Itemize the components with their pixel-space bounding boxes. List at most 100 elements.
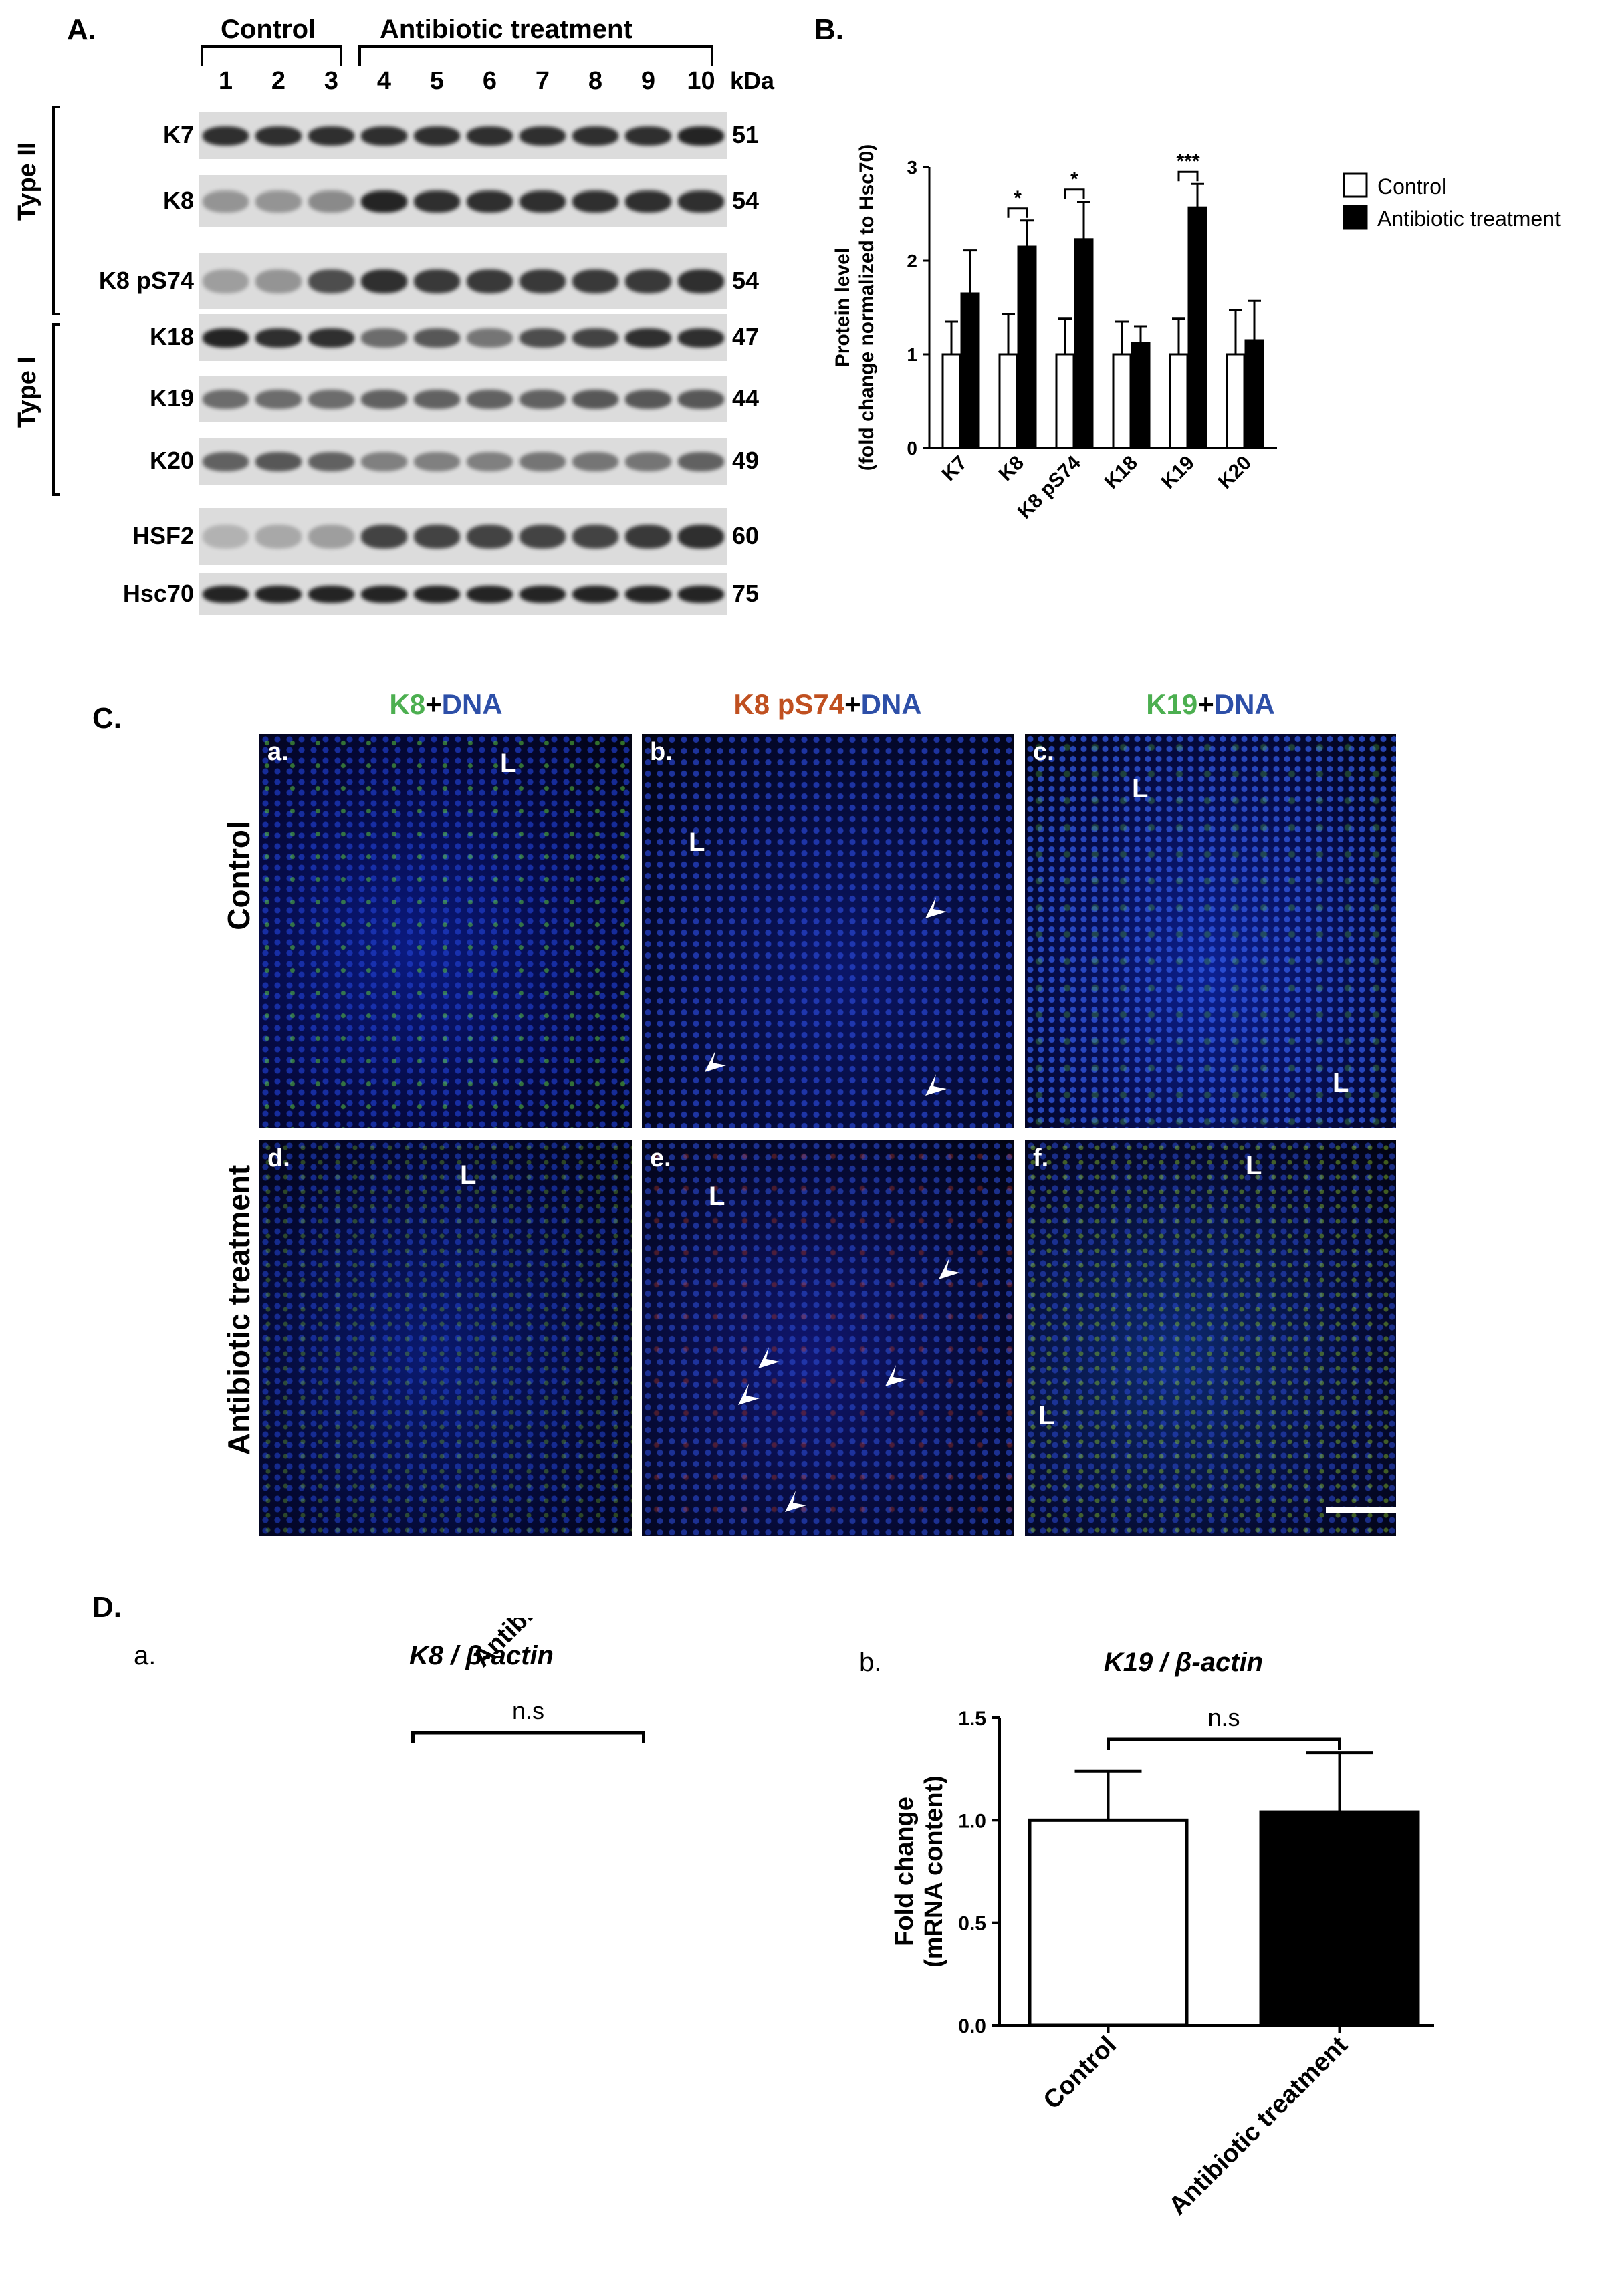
control-bracket — [201, 45, 342, 66]
lumen-label: L — [1246, 1151, 1262, 1180]
blot-band — [255, 269, 302, 293]
bar — [1259, 1810, 1420, 2027]
column-title-marker: K8 pS74 — [733, 688, 845, 720]
blot-band — [255, 525, 302, 549]
micrograph-letter: f. — [1033, 1144, 1049, 1172]
lane-number: 3 — [324, 67, 339, 95]
arrowhead-shape — [925, 1074, 947, 1096]
blot-band — [202, 452, 249, 471]
blot-lane — [569, 314, 622, 361]
blot-lane — [516, 508, 569, 565]
chart-title: K8 / β-actin — [409, 1641, 554, 1670]
micrograph: c. L L — [1025, 734, 1396, 1128]
scale-bar — [1326, 1507, 1396, 1513]
blot-row-kda: 51 — [732, 121, 760, 148]
blot-lane — [358, 112, 411, 159]
blot-lane — [463, 314, 516, 361]
type-brackets — [52, 106, 60, 496]
blot-band — [519, 126, 566, 146]
group-brackets — [201, 45, 713, 66]
legend-label: Antibiotic treatment — [1377, 207, 1561, 231]
blot-lane — [305, 376, 358, 422]
blot-row-label: K7 — [162, 121, 194, 148]
y-axis-title: Fold change — [891, 1797, 919, 1946]
x-tick-label: K8 pS74 — [1014, 451, 1085, 523]
arrowhead-shape — [925, 897, 947, 918]
type-i-label: Type I — [13, 356, 41, 428]
blot-band — [519, 525, 566, 549]
blot-band — [677, 126, 725, 146]
micrograph: a. L — [259, 734, 632, 1128]
blot-band — [519, 586, 566, 603]
arrowhead-icon — [925, 897, 947, 918]
blot-lane — [411, 112, 463, 159]
lane-number: 5 — [429, 67, 445, 95]
y-tick-label: 2 — [907, 251, 917, 271]
blot-lane — [569, 112, 622, 159]
arrowhead-shape — [758, 1347, 780, 1368]
blot-lane — [252, 314, 305, 361]
blot-band — [202, 126, 249, 146]
arrowhead-shape — [939, 1258, 960, 1279]
bar — [1028, 1818, 1189, 2027]
blot-band — [624, 126, 672, 146]
blot-band — [202, 190, 249, 213]
blot-lane — [463, 438, 516, 485]
blot-lane — [305, 438, 358, 485]
type-ii-label: Type II — [13, 142, 41, 221]
significance-mark: * — [1014, 187, 1022, 209]
blot-row-kda: 75 — [732, 580, 760, 607]
blot-lane — [411, 573, 463, 615]
blot-band — [677, 328, 725, 348]
y-tick-label: 3 — [907, 157, 917, 178]
blot-lane — [463, 253, 516, 309]
column-title-dna: DNA — [441, 688, 503, 720]
blot-lane — [569, 438, 622, 485]
legend-label: Control — [1377, 174, 1446, 199]
y-axis-title: (fold change normalized to Hsc70) — [856, 144, 878, 471]
blot-lane — [411, 438, 463, 485]
blot-lane — [358, 508, 411, 565]
blot-lane — [675, 508, 727, 565]
bar — [941, 353, 961, 449]
blot-band — [413, 269, 461, 293]
title-gene: K19 — [1104, 1648, 1153, 1677]
blot-band — [624, 269, 672, 293]
panel-c-label: C. — [92, 702, 122, 735]
blot-band — [677, 390, 725, 409]
kda-header: kDa — [730, 67, 775, 94]
blot-lane — [252, 376, 305, 422]
blot-lane — [305, 112, 358, 159]
column-title-plus: + — [1197, 688, 1214, 720]
micrograph: f. L L — [1025, 1140, 1396, 1536]
blot-lane — [252, 112, 305, 159]
blot-lane — [358, 438, 411, 485]
blot-lane — [569, 253, 622, 309]
blot-lane — [463, 112, 516, 159]
blot-lane — [305, 253, 358, 309]
blot-lane — [305, 175, 358, 227]
lane-number: 8 — [588, 67, 603, 95]
blot-lane — [411, 314, 463, 361]
blot-lane — [675, 253, 727, 309]
micrograph-letter: b. — [650, 738, 673, 766]
row-title-control: Control — [221, 821, 256, 930]
blot-band — [255, 452, 302, 471]
blot-band — [466, 190, 513, 213]
blot-band — [413, 328, 461, 348]
x-tick-label: K18 — [1101, 452, 1142, 493]
x-tick-label: Antibiotic treatment — [1163, 2031, 1353, 2220]
arrowhead-shape — [885, 1365, 907, 1386]
blot-lane — [622, 314, 675, 361]
significance-bracket — [1177, 170, 1199, 182]
blot-row-label: K19 — [149, 384, 194, 412]
bar — [960, 292, 980, 449]
blot-lane — [199, 376, 252, 422]
blot-strip — [199, 175, 727, 227]
blot-band — [466, 525, 513, 549]
blot-band — [202, 586, 249, 603]
blot-band — [677, 525, 725, 549]
blot-band — [255, 390, 302, 409]
blot-lane — [199, 314, 252, 361]
blot-band — [624, 390, 672, 409]
